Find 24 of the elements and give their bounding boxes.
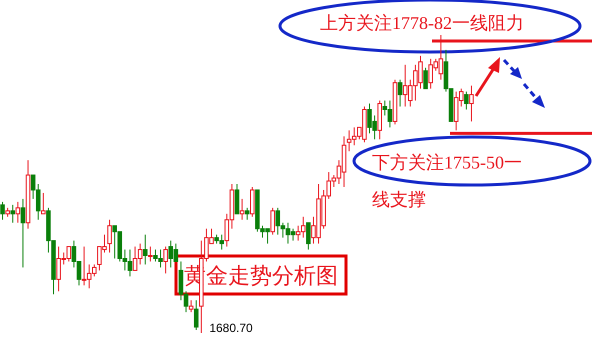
candlestick <box>20 198 26 268</box>
candlestick <box>244 207 250 220</box>
candlestick <box>398 79 402 108</box>
candlestick <box>234 184 240 214</box>
candlestick <box>469 85 474 122</box>
candlestick <box>194 300 199 331</box>
candlestick <box>250 186 255 218</box>
candlestick <box>10 204 16 224</box>
candlestick <box>306 222 311 250</box>
ref-line-label: 下方关注1755-50一线支撑 <box>372 152 522 210</box>
ref-line-label: 上方关注1778-82一线阻力 <box>320 12 524 33</box>
candlestick <box>107 219 112 254</box>
candlestick <box>240 198 244 220</box>
candlestick <box>464 91 469 110</box>
candlestick <box>423 67 428 90</box>
candlestick <box>41 192 46 214</box>
candlestick <box>0 201 5 220</box>
candlestick <box>142 234 148 265</box>
candlestick <box>163 246 168 274</box>
candlestick <box>188 300 194 313</box>
candlestick <box>16 201 20 224</box>
annotation: 1680.70 <box>209 321 254 335</box>
candlestick <box>270 207 275 236</box>
candlestick <box>148 246 153 262</box>
